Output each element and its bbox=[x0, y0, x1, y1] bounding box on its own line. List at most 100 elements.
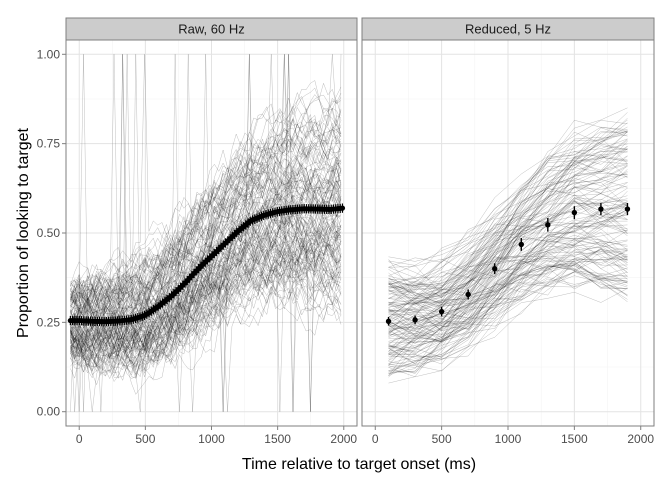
x-axis: 0 500 1000 1500 2000 0 500 1000 1500 2000 bbox=[76, 426, 654, 446]
individual-trajectory bbox=[388, 193, 628, 327]
individual-trajectory bbox=[388, 240, 628, 343]
individual-trajectory bbox=[388, 249, 628, 358]
individual-trajectory bbox=[70, 253, 342, 380]
individual-trajectory bbox=[388, 157, 628, 309]
individual-trajectory bbox=[388, 126, 628, 361]
individual-trajectory bbox=[70, 147, 342, 315]
individual-trajectory bbox=[70, 223, 342, 358]
individual-trajectory bbox=[70, 286, 342, 380]
panel-raw-mean-points bbox=[67, 203, 346, 327]
individual-trajectory bbox=[388, 209, 628, 355]
individual-trajectory bbox=[70, 258, 342, 381]
mean-point bbox=[598, 206, 604, 212]
individual-trajectory bbox=[70, 107, 342, 303]
individual-trajectory bbox=[388, 187, 628, 335]
individual-trajectory bbox=[388, 147, 628, 378]
individual-trajectory bbox=[388, 239, 628, 326]
individual-trajectory bbox=[70, 262, 342, 370]
individual-trajectory bbox=[388, 194, 628, 305]
individual-trajectory bbox=[388, 200, 628, 314]
individual-trajectory bbox=[388, 247, 628, 325]
individual-trajectory bbox=[388, 161, 628, 277]
individual-trajectory bbox=[70, 228, 342, 358]
individual-trajectory bbox=[388, 211, 628, 358]
individual-trajectory bbox=[70, 99, 342, 301]
individual-trajectory bbox=[388, 107, 628, 289]
individual-trajectory bbox=[70, 233, 342, 355]
individual-trajectory bbox=[388, 148, 628, 334]
individual-trajectory bbox=[388, 185, 628, 306]
individual-trajectory bbox=[388, 145, 628, 366]
individual-trajectory bbox=[70, 243, 342, 412]
individual-trajectory bbox=[388, 211, 628, 337]
individual-trajectory bbox=[388, 202, 628, 304]
individual-trajectory bbox=[70, 248, 342, 412]
individual-trajectory bbox=[388, 130, 628, 312]
individual-trajectory bbox=[70, 256, 342, 367]
individual-trajectory bbox=[388, 139, 628, 304]
individual-trajectory bbox=[70, 54, 342, 302]
individual-trajectory bbox=[70, 200, 342, 352]
panel-reduced-mean-points bbox=[385, 202, 631, 326]
individual-trajectory bbox=[388, 199, 628, 296]
individual-trajectory bbox=[70, 54, 342, 412]
individual-trajectory bbox=[70, 54, 342, 355]
individual-trajectory bbox=[388, 119, 628, 291]
individual-trajectory bbox=[70, 235, 342, 375]
individual-trajectory bbox=[388, 138, 628, 312]
individual-trajectory bbox=[388, 245, 628, 332]
mean-point bbox=[412, 317, 418, 323]
individual-trajectory bbox=[70, 170, 342, 412]
individual-trajectory bbox=[70, 255, 342, 374]
individual-trajectory bbox=[388, 155, 628, 373]
individual-trajectory bbox=[388, 201, 628, 312]
panel-raw-gridlines bbox=[66, 40, 357, 426]
individual-trajectory bbox=[388, 212, 628, 371]
individual-trajectory bbox=[70, 259, 342, 412]
panel-reduced: Reduced, 5 Hz bbox=[361, 17, 655, 427]
individual-trajectory bbox=[70, 54, 342, 367]
individual-trajectory bbox=[388, 186, 628, 305]
individual-trajectory bbox=[70, 132, 342, 309]
individual-trajectory bbox=[388, 163, 628, 299]
mean-point bbox=[385, 318, 392, 324]
x-tick-label: 1000 bbox=[198, 432, 225, 446]
individual-trajectory bbox=[388, 173, 628, 338]
individual-trajectory bbox=[388, 241, 628, 300]
y-tick-label: 0.25 bbox=[37, 315, 61, 329]
individual-trajectory bbox=[70, 210, 342, 349]
individual-trajectory bbox=[70, 225, 342, 370]
y-axis-title: Proportion of looking to target bbox=[15, 127, 32, 337]
x-tick-label: 1000 bbox=[495, 432, 522, 446]
individual-trajectory bbox=[388, 153, 628, 281]
individual-trajectory bbox=[70, 265, 342, 372]
individual-trajectory bbox=[70, 54, 342, 370]
individual-trajectory bbox=[70, 115, 342, 310]
individual-trajectory bbox=[388, 264, 628, 343]
individual-trajectory bbox=[70, 54, 342, 318]
individual-trajectory bbox=[388, 207, 628, 318]
individual-trajectory bbox=[388, 187, 628, 262]
individual-trajectory bbox=[388, 274, 628, 337]
individual-trajectory bbox=[388, 172, 628, 354]
individual-trajectory bbox=[70, 54, 342, 329]
individual-trajectory bbox=[388, 214, 628, 377]
individual-trajectory bbox=[388, 259, 628, 365]
individual-trajectory bbox=[388, 131, 628, 293]
individual-trajectory bbox=[70, 214, 342, 346]
individual-trajectory bbox=[70, 252, 342, 412]
individual-trajectory bbox=[388, 200, 628, 313]
mean-point bbox=[518, 241, 524, 248]
individual-trajectory bbox=[388, 140, 628, 333]
individual-trajectory bbox=[388, 203, 628, 352]
individual-trajectory bbox=[70, 160, 342, 318]
individual-trajectory bbox=[70, 180, 342, 322]
individual-trajectory bbox=[70, 134, 342, 306]
individual-trajectory bbox=[388, 288, 628, 361]
individual-trajectory bbox=[388, 255, 628, 378]
x-axis-title: Time relative to target onset (ms) bbox=[242, 456, 476, 473]
individual-trajectory bbox=[70, 246, 342, 370]
individual-trajectory bbox=[70, 54, 342, 352]
individual-trajectory bbox=[388, 190, 628, 364]
individual-trajectory bbox=[388, 234, 628, 334]
